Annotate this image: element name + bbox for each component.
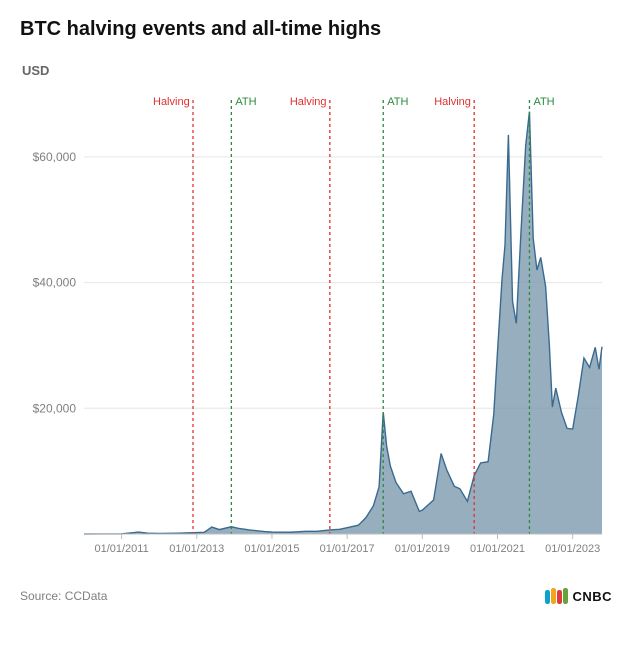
svg-text:ATH: ATH (387, 96, 408, 108)
svg-text:ATH: ATH (235, 96, 256, 108)
btc-area-chart: $20,000 $40,000 $60,000 Halving ATH Halving AT… (20, 84, 610, 574)
svg-text:01/01/2021: 01/01/2021 (470, 543, 525, 555)
footer-row: Source: CCData CNBC (0, 574, 630, 606)
svg-text:Halving: Halving (434, 96, 471, 108)
y-axis-label: USD (22, 63, 610, 78)
chart-area: $20,000 $40,000 $60,000 Halving ATH Halving AT… (20, 84, 610, 574)
svg-text:01/01/2013: 01/01/2013 (169, 543, 224, 555)
svg-text:Halving: Halving (290, 96, 327, 108)
cnbc-logo-text: CNBC (572, 589, 612, 604)
source-attribution: Source: CCData (20, 589, 107, 603)
svg-text:01/01/2015: 01/01/2015 (244, 543, 299, 555)
svg-text:$40,000: $40,000 (33, 276, 77, 290)
svg-text:01/01/2017: 01/01/2017 (320, 543, 375, 555)
chart-title: BTC halving events and all-time highs (20, 18, 610, 41)
svg-text:ATH: ATH (533, 96, 554, 108)
svg-text:01/01/2019: 01/01/2019 (395, 543, 450, 555)
cnbc-peacock-icon (544, 586, 570, 606)
svg-text:Halving: Halving (153, 96, 190, 108)
svg-text:01/01/2023: 01/01/2023 (545, 543, 600, 555)
cnbc-logo: CNBC (544, 586, 612, 606)
svg-text:01/01/2011: 01/01/2011 (94, 543, 148, 555)
svg-text:$20,000: $20,000 (33, 401, 77, 415)
svg-text:$60,000: $60,000 (33, 150, 77, 164)
